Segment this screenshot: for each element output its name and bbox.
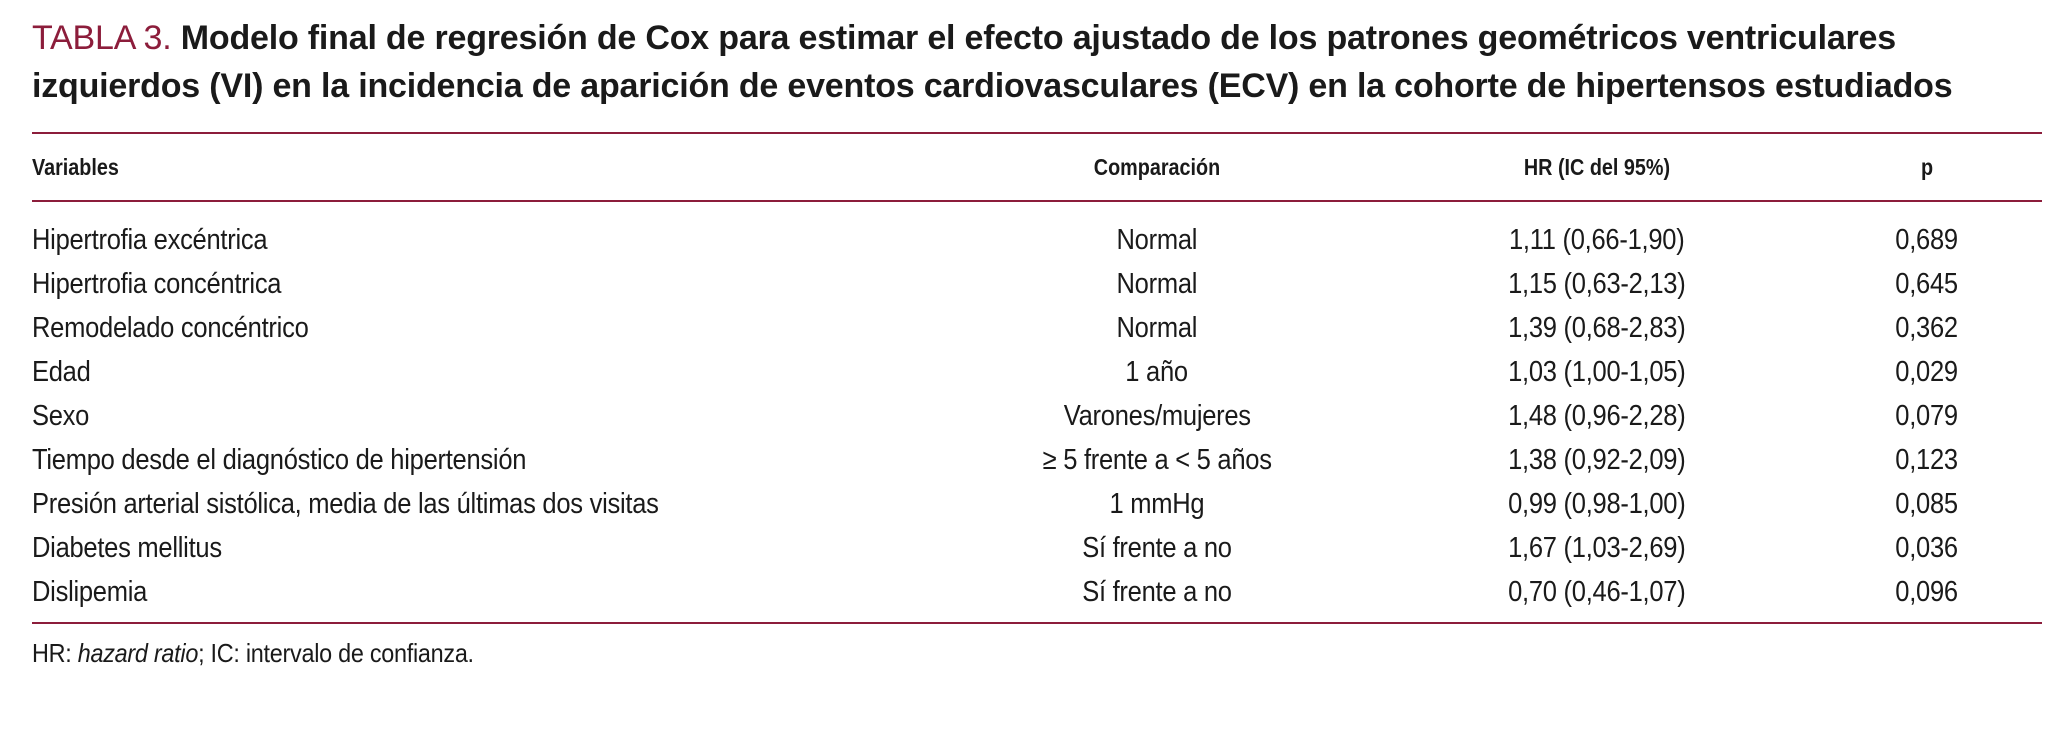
table-figure: TABLA 3. Modelo final de regresión de Co… <box>32 14 2042 669</box>
cell-comparacion: 1 año <box>932 350 1382 394</box>
cell-comparacion-text: 1 mmHg <box>1109 487 1205 520</box>
cell-hr-text: 1,11 (0,66-1,90) <box>1509 223 1685 256</box>
cell-p-text: 0,036 <box>1895 531 1959 564</box>
cell-p: 0,362 <box>1812 306 2042 350</box>
cell-p-text: 0,645 <box>1895 267 1959 300</box>
table-row: Dislipemia Sí frente a no 0,70 (0,46-1,07)… <box>32 570 2042 623</box>
cell-comparacion: Normal <box>932 262 1382 306</box>
cell-variable-text: Diabetes mellitus <box>32 531 222 564</box>
cell-comparacion-text: Normal <box>1116 311 1198 344</box>
cell-hr: 1,15 (0,63-2,13) <box>1382 262 1812 306</box>
header-p: p <box>1920 153 1934 180</box>
footnote-italic: hazard ratio <box>77 638 199 668</box>
cell-comparacion: 1 mmHg <box>932 482 1382 526</box>
header-variables: Variables <box>32 153 119 180</box>
cell-variable-text: Hipertrofia excéntrica <box>32 223 268 256</box>
table-caption-text: Modelo final de regresión de Cox para es… <box>32 19 1953 105</box>
cell-comparacion-text: Sí frente a no <box>1082 531 1232 564</box>
cell-comparacion-text: Normal <box>1116 223 1198 256</box>
cell-hr-text: 1,48 (0,96-2,28) <box>1508 399 1686 432</box>
table-row: Hipertrofia concéntrica Normal 1,15 (0,63-… <box>32 262 2042 306</box>
cell-p: 0,096 <box>1812 570 2042 623</box>
cell-hr: 1,03 (1,00-1,05) <box>1382 350 1812 394</box>
cell-variable: Hipertrofia excéntrica <box>32 201 932 262</box>
cell-variable-text: Sexo <box>32 399 90 432</box>
cox-regression-table: Variables Comparación HR (IC del 95%) p … <box>32 134 2042 624</box>
cell-variable: Presión arterial sistólica, media de las… <box>32 482 932 526</box>
cell-p-text: 0,689 <box>1895 223 1959 256</box>
header-hr: HR (IC del 95%) <box>1523 153 1671 180</box>
cell-variable-text: Hipertrofia concéntrica <box>32 267 282 300</box>
cell-variable: Sexo <box>32 394 932 438</box>
cell-variable: Edad <box>32 350 932 394</box>
table-caption: TABLA 3. Modelo final de regresión de Co… <box>32 14 2042 110</box>
header-comparacion: Comparación <box>1093 153 1221 180</box>
cell-p: 0,085 <box>1812 482 2042 526</box>
cell-p-text: 0,096 <box>1895 575 1959 608</box>
cell-hr: 1,11 (0,66-1,90) <box>1382 201 1812 262</box>
cell-hr: 1,39 (0,68-2,83) <box>1382 306 1812 350</box>
cell-hr-text: 1,67 (1,03-2,69) <box>1508 531 1686 564</box>
cell-variable: Diabetes mellitus <box>32 526 932 570</box>
cell-variable-text: Dislipemia <box>32 575 148 608</box>
table-row: Remodelado concéntrico Normal 1,39 (0,68-2… <box>32 306 2042 350</box>
cell-comparacion-text: Varones/mujeres <box>1063 399 1251 432</box>
cell-comparacion: ≥ 5 frente a < 5 años <box>932 438 1382 482</box>
cell-variable: Tiempo desde el diagnóstico de hipertens… <box>32 438 932 482</box>
cell-hr-text: 1,38 (0,92-2,09) <box>1508 443 1686 476</box>
table-label: TABLA 3. <box>32 19 172 57</box>
cell-variable-text: Edad <box>32 355 91 388</box>
cell-variable-text: Presión arterial sistólica, media de las… <box>32 487 659 520</box>
cell-p: 0,123 <box>1812 438 2042 482</box>
table-row: Edad 1 año 1,03 (1,00-1,05) 0,029 <box>32 350 2042 394</box>
cell-p-text: 0,029 <box>1895 355 1959 388</box>
table-row: Hipertrofia excéntrica Normal 1,11 (0,66-1… <box>32 201 2042 262</box>
top-rule <box>32 132 2042 134</box>
footnote-suffix: ; IC: intervalo de confianza. <box>198 638 474 668</box>
cell-hr-text: 1,39 (0,68-2,83) <box>1508 311 1686 344</box>
cell-variable: Dislipemia <box>32 570 932 623</box>
cell-comparacion: Sí frente a no <box>932 526 1382 570</box>
cell-comparacion: Normal <box>932 201 1382 262</box>
cell-comparacion-text: ≥ 5 frente a < 5 años <box>1042 443 1272 476</box>
table-footnote: HR: hazard ratio; IC: intervalo de confi… <box>32 638 2042 669</box>
cell-p: 0,079 <box>1812 394 2042 438</box>
cell-comparacion: Varones/mujeres <box>932 394 1382 438</box>
cell-comparacion-text: Sí frente a no <box>1082 575 1232 608</box>
cell-variable: Hipertrofia concéntrica <box>32 262 932 306</box>
cell-comparacion-text: 1 año <box>1125 355 1189 388</box>
cell-hr-text: 1,15 (0,63-2,13) <box>1508 267 1686 300</box>
cell-hr: 1,48 (0,96-2,28) <box>1382 394 1812 438</box>
table-row: Presión arterial sistólica, media de las… <box>32 482 2042 526</box>
footnote-prefix: HR: <box>32 638 78 668</box>
cell-p-text: 0,085 <box>1895 487 1959 520</box>
cell-hr: 0,99 (0,98-1,00) <box>1382 482 1812 526</box>
cell-variable-text: Tiempo desde el diagnóstico de hipertens… <box>32 443 527 476</box>
cell-p: 0,689 <box>1812 201 2042 262</box>
cell-p-text: 0,123 <box>1895 443 1959 476</box>
cell-variable: Remodelado concéntrico <box>32 306 932 350</box>
cell-comparacion: Sí frente a no <box>932 570 1382 623</box>
cell-hr: 1,67 (1,03-2,69) <box>1382 526 1812 570</box>
cell-p: 0,645 <box>1812 262 2042 306</box>
table-row: Diabetes mellitus Sí frente a no 1,67 (1,0… <box>32 526 2042 570</box>
cell-hr-text: 0,70 (0,46-1,07) <box>1508 575 1686 608</box>
table-row: Tiempo desde el diagnóstico de hipertens… <box>32 438 2042 482</box>
cell-p-text: 0,362 <box>1895 311 1959 344</box>
cell-p: 0,036 <box>1812 526 2042 570</box>
cell-p-text: 0,079 <box>1895 399 1959 432</box>
table-header: Variables Comparación HR (IC del 95%) p <box>32 134 2042 201</box>
cell-comparacion: Normal <box>932 306 1382 350</box>
cell-hr: 1,38 (0,92-2,09) <box>1382 438 1812 482</box>
table-body: Hipertrofia excéntrica Normal 1,11 (0,66-1… <box>32 201 2042 623</box>
table-row: Sexo Varones/mujeres 1,48 (0,96-2,28) 0,079 <box>32 394 2042 438</box>
cell-hr-text: 0,99 (0,98-1,00) <box>1508 487 1686 520</box>
cell-p: 0,029 <box>1812 350 2042 394</box>
cell-variable-text: Remodelado concéntrico <box>32 311 309 344</box>
cell-hr: 0,70 (0,46-1,07) <box>1382 570 1812 623</box>
cell-hr-text: 1,03 (1,00-1,05) <box>1508 355 1686 388</box>
cell-comparacion-text: Normal <box>1116 267 1198 300</box>
